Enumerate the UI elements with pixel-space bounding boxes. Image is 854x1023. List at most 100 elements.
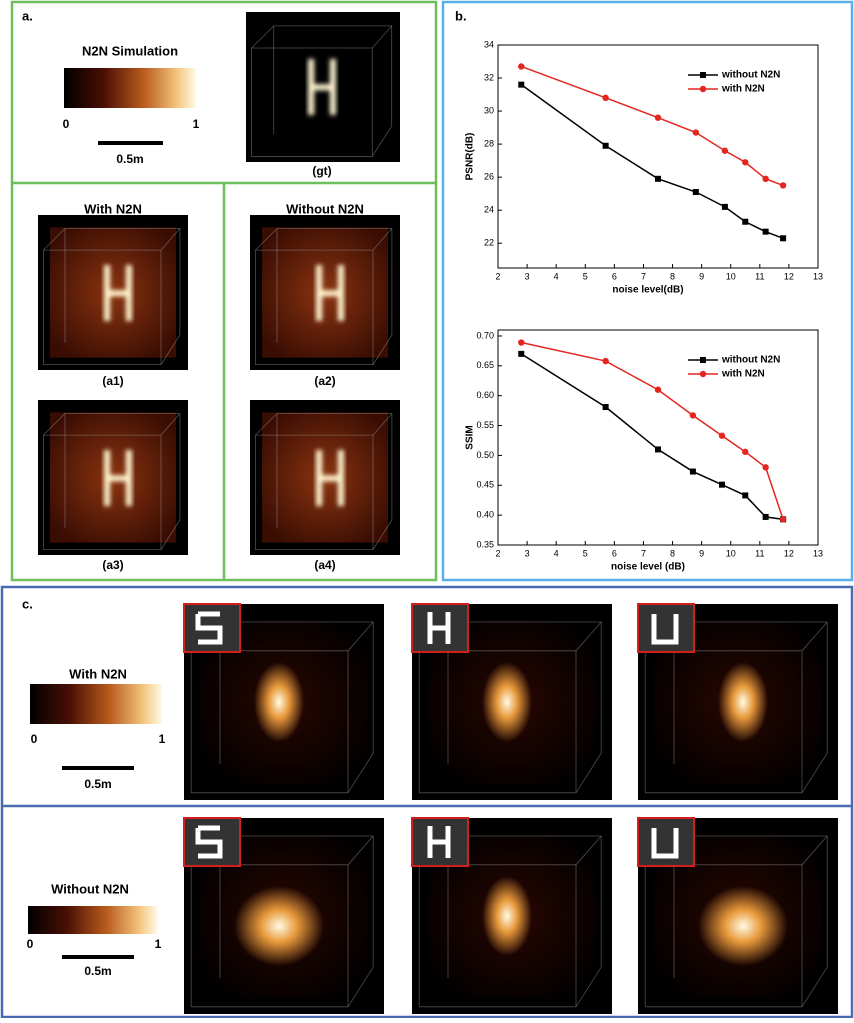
legend-label: with N2N [721, 369, 765, 380]
images [38, 12, 838, 1014]
y-tick-label: 0.50 [476, 450, 494, 460]
legend-marker [700, 86, 706, 92]
x-tick-label: 12 [784, 271, 794, 281]
glyph-stroke [104, 475, 132, 481]
y-tick-label: 26 [484, 172, 494, 182]
colorbar [64, 68, 196, 108]
marker [518, 351, 524, 357]
colorbar-max: 1 [159, 732, 166, 746]
marker [762, 464, 768, 470]
y-tick-label: 28 [484, 138, 494, 148]
x-tick-label: 10 [726, 271, 736, 281]
colorbar-min: 0 [31, 732, 38, 746]
colorbar-min: 0 [27, 937, 34, 951]
marker [763, 514, 769, 520]
inset-frame [638, 818, 694, 866]
row-title: Without N2N [51, 881, 129, 896]
marker [602, 358, 608, 364]
y-tick-label: 0.40 [476, 510, 494, 520]
marker [693, 189, 699, 195]
x-tick-label: 8 [670, 271, 675, 281]
y-tick-label: 0.65 [476, 360, 494, 370]
x-tick-label: 3 [525, 548, 530, 558]
x-tick-label: 6 [612, 271, 617, 281]
legend-marker [700, 72, 706, 78]
colorbar-max: 1 [193, 117, 200, 131]
image [638, 818, 838, 1014]
legend-marker [700, 357, 706, 363]
image [246, 12, 400, 162]
marker [762, 176, 768, 182]
blob [482, 662, 532, 742]
x-tick-label: 4 [554, 548, 559, 558]
x-tick-label: 4 [554, 271, 559, 281]
glyph-stroke [316, 290, 344, 296]
y-axis-label: SSIM [465, 425, 476, 449]
charts: 234567891011121322242628303234noise leve… [465, 39, 823, 572]
inset-frame [638, 604, 694, 652]
marker [655, 176, 661, 182]
marker [780, 516, 786, 522]
x-axis-label: noise level(dB) [612, 285, 683, 296]
image [412, 604, 612, 800]
colorbar-min: 0 [63, 117, 70, 131]
y-tick-label: 34 [484, 39, 494, 49]
legend-marker [700, 371, 706, 377]
image [638, 604, 838, 800]
caption: (a1) [102, 374, 123, 388]
glyph-stroke [308, 84, 336, 90]
marker [780, 235, 786, 241]
x-tick-label: 10 [726, 548, 736, 558]
blob [718, 662, 768, 742]
caption: (gt) [312, 164, 331, 178]
x-tick-label: 13 [813, 548, 823, 558]
x-tick-label: 2 [495, 548, 500, 558]
caption: (a2) [314, 374, 335, 388]
y-tick-label: 30 [484, 105, 494, 115]
blob [254, 662, 304, 742]
scale-label: 0.5m [84, 964, 111, 978]
marker [763, 229, 769, 235]
x-tick-label: 5 [583, 548, 588, 558]
y-tick-label: 0.55 [476, 420, 494, 430]
image [412, 818, 612, 1014]
marker [722, 148, 728, 154]
row-title: With N2N [69, 666, 127, 681]
x-tick-label: 13 [813, 271, 823, 281]
x-tick-label: 5 [583, 271, 588, 281]
x-tick-label: 9 [699, 548, 704, 558]
y-tick-label: 0.60 [476, 390, 494, 400]
marker [655, 387, 661, 393]
scale-label: 0.5m [84, 777, 111, 791]
y-tick-label: 0.70 [476, 330, 494, 340]
scale-label: 0.5m [116, 152, 143, 166]
blob [482, 876, 532, 956]
marker [722, 204, 728, 210]
image [250, 400, 400, 555]
y-tick-label: 0.45 [476, 480, 494, 490]
image [184, 818, 384, 1014]
glyph-stroke [316, 475, 344, 481]
image [38, 215, 188, 370]
image [38, 400, 188, 555]
blob [698, 886, 788, 966]
y-tick-label: 0.35 [476, 539, 494, 549]
panel-label: b. [455, 8, 467, 23]
marker [518, 63, 524, 69]
caption: (a4) [314, 558, 335, 572]
caption: (a3) [102, 558, 123, 572]
marker [719, 482, 725, 488]
marker [780, 182, 786, 188]
x-tick-label: 8 [670, 548, 675, 558]
marker [690, 412, 696, 418]
marker [693, 129, 699, 135]
panel-label: a. [22, 8, 33, 23]
marker [742, 492, 748, 498]
x-tick-label: 2 [495, 271, 500, 281]
x-tick-label: 3 [525, 271, 530, 281]
image [184, 604, 384, 800]
column-title: With N2N [84, 201, 142, 216]
x-tick-label: 6 [612, 548, 617, 558]
column-title: Without N2N [286, 201, 364, 216]
glyph-stroke [104, 290, 132, 296]
